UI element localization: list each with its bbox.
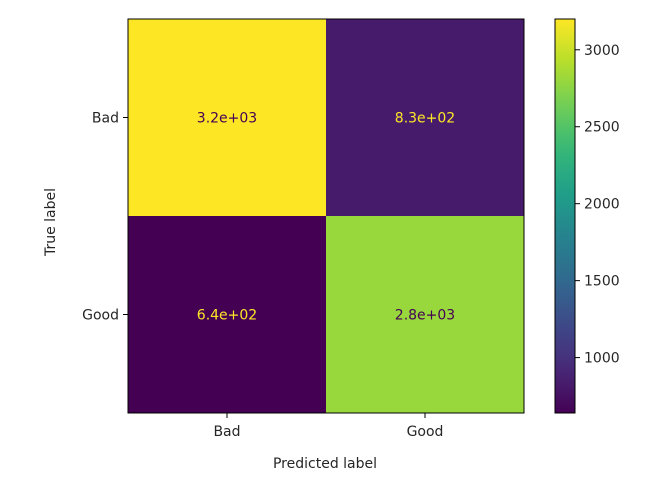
x-axis-label: Predicted label — [273, 456, 377, 472]
y-tick-label: Bad — [92, 111, 119, 127]
x-tick-label: Good — [407, 424, 444, 440]
heatmap-cell — [128, 216, 326, 413]
y-tick-label: Good — [82, 308, 119, 324]
cell-value-label: 3.2e+03 — [197, 111, 257, 127]
cell-value-label: 8.3e+02 — [395, 111, 455, 127]
colorbar-tick-label: 1500 — [584, 274, 620, 290]
heatmap-cell — [326, 19, 524, 216]
colorbar-tick-label: 2000 — [584, 197, 620, 213]
x-tick-label: Bad — [213, 424, 240, 440]
cell-value-label: 2.8e+03 — [395, 308, 455, 324]
colorbar-tick-label: 1000 — [584, 351, 620, 367]
colorbar-tick-label: 2500 — [584, 120, 620, 136]
axes: Bad Good Bad Good — [82, 18, 525, 440]
cell-value-label: 6.4e+02 — [197, 308, 257, 324]
y-axis-label: True label — [43, 188, 59, 257]
heatmap-cell — [326, 216, 524, 413]
colorbar: 1000 1500 2000 2500 3000 — [554, 18, 620, 414]
colorbar-gradient — [554, 18, 576, 414]
heatmap-cells: 3.2e+03 8.3e+02 6.4e+02 2.8e+03 — [128, 19, 524, 413]
colorbar-tick-label: 3000 — [584, 43, 620, 59]
plot-frame — [127, 18, 525, 414]
heatmap-cell — [128, 19, 326, 216]
